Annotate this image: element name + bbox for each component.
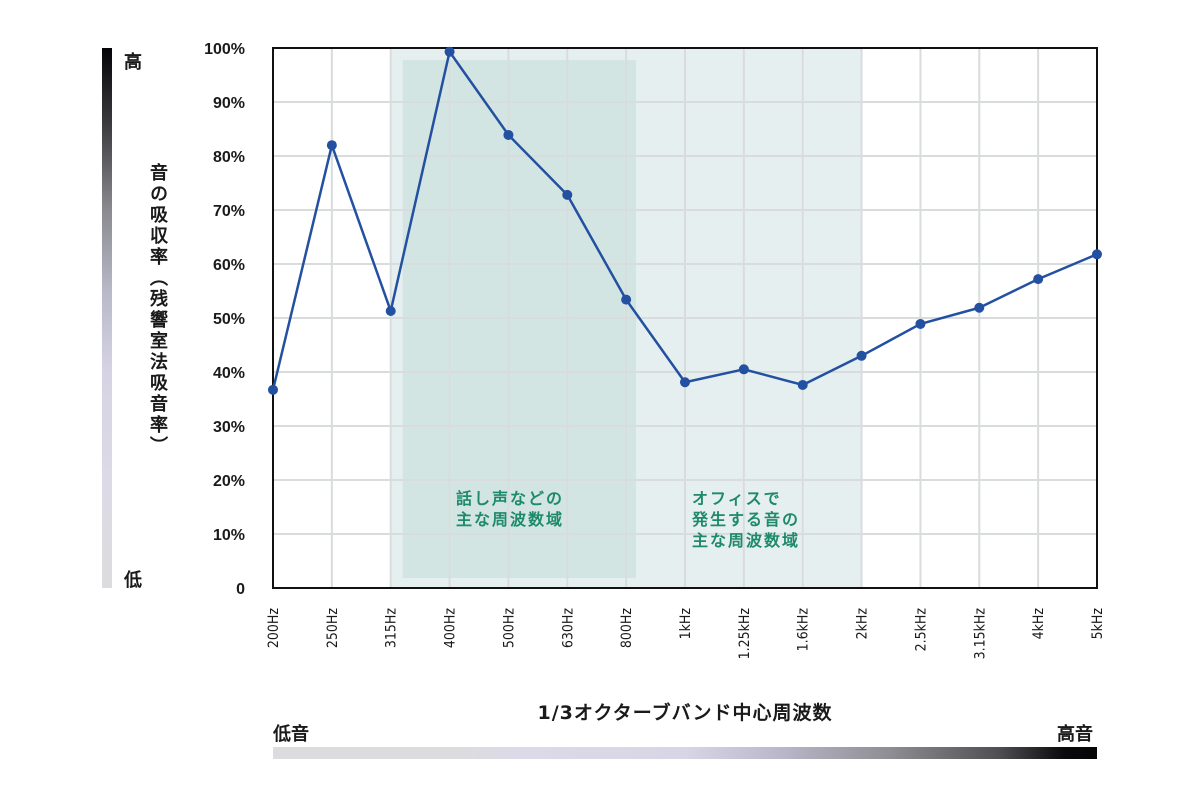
x-tick-label: 400Hz	[443, 608, 459, 649]
data-point	[797, 379, 808, 390]
y-tick-label: 40%	[213, 365, 245, 382]
x-tick-label: 2.5kHz	[913, 608, 929, 652]
y-gradient-scale-bar	[102, 48, 112, 588]
x-tick-label: 250Hz	[325, 608, 341, 649]
plot-frame	[272, 47, 1098, 589]
data-point	[1092, 249, 1102, 260]
grid-lines	[272, 48, 1098, 588]
data-point	[562, 189, 573, 200]
x-scale-low-label: 低音	[273, 724, 309, 745]
data-point	[1033, 274, 1044, 285]
data-point	[503, 129, 514, 140]
x-tick-label: 200Hz	[266, 608, 282, 649]
y-tick-label: 30%	[213, 419, 245, 436]
y-scale-low-label: 低	[124, 570, 142, 591]
data-point	[915, 318, 926, 329]
x-tick-label: 5kHz	[1090, 608, 1106, 640]
data-point	[738, 364, 749, 375]
y-tick-label: 80%	[213, 149, 245, 166]
x-tick-label: 800Hz	[619, 608, 635, 649]
x-tick-label: 1kHz	[678, 608, 694, 640]
office-region-label: オフィスで	[692, 489, 782, 508]
data-point	[974, 302, 985, 313]
y-tick-label: 50%	[213, 311, 245, 328]
data-point	[326, 140, 337, 151]
data-point	[680, 377, 690, 388]
x-gradient-scale-bar	[273, 747, 1097, 759]
y-tick-label: 20%	[213, 473, 245, 490]
data-point	[444, 46, 455, 57]
x-tick-label: 4kHz	[1031, 608, 1047, 640]
x-axis-ticks: 200Hz 250Hz 315Hz 400Hz 500Hz 630Hz 800Hz 1kHz 1…	[266, 608, 1106, 660]
x-axis-title: 1/3オクターブバンド中心周波数	[537, 702, 833, 724]
speech-region-label: 話し声などの	[456, 489, 564, 508]
y-tick-label: 90%	[213, 95, 245, 112]
y-axis-title: 音の吸収率（残響室法吸音率）	[147, 163, 168, 457]
x-tick-label: 3.15kHz	[972, 608, 988, 660]
data-point	[856, 350, 867, 361]
speech-region-label: 主な周波数域	[456, 510, 564, 529]
x-tick-label: 1.25kHz	[737, 608, 753, 660]
office-region-label: 主な周波数域	[692, 531, 800, 550]
data-point	[621, 294, 632, 305]
y-axis-ticks: 0 10% 20% 30% 40% 50% 60% 70% 80% 90% 100%	[204, 41, 245, 598]
y-tick-label: 100%	[204, 41, 245, 58]
office-region-label: 発生する音の	[691, 510, 800, 529]
y-tick-label: 0	[236, 581, 245, 598]
x-tick-label: 2kHz	[855, 608, 871, 640]
y-tick-label: 70%	[213, 203, 245, 220]
absorption-series	[268, 46, 1102, 395]
y-tick-label: 10%	[213, 527, 245, 544]
y-scale-high-label: 高	[124, 52, 142, 73]
x-scale-high-label: 高音	[1057, 724, 1093, 745]
data-point	[385, 305, 396, 316]
y-tick-label: 60%	[213, 257, 245, 274]
x-tick-label: 1.6kHz	[796, 608, 812, 652]
x-tick-label: 500Hz	[501, 608, 517, 649]
x-tick-label: 315Hz	[384, 608, 400, 649]
data-point	[268, 384, 278, 395]
x-tick-label: 630Hz	[560, 608, 576, 649]
